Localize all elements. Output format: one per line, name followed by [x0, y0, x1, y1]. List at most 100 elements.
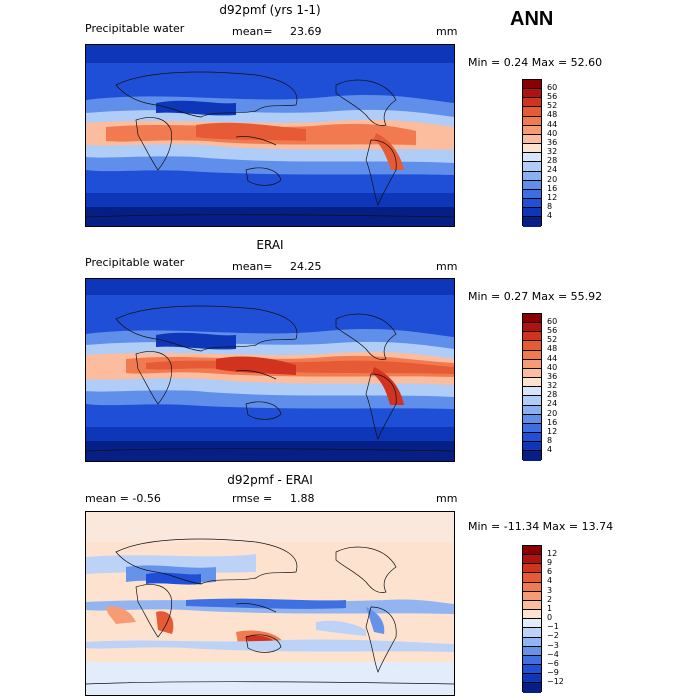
panel1-min-max: Min = 0.24 Max = 52.60 — [468, 56, 603, 69]
panel1-colorbar-swatch — [523, 125, 541, 135]
colorbar-tick-label: 44 — [547, 353, 558, 363]
panel2-mean-label: mean= — [232, 260, 273, 273]
colorbar-tick-label: 56 — [547, 92, 558, 102]
panel1-colorbar-swatch — [523, 180, 541, 190]
panel2-colorbar-swatch — [523, 396, 541, 406]
panel1-colorbar-swatch — [523, 153, 541, 163]
colorbar-tick-label: 28 — [547, 390, 558, 400]
panel3-colorbar-swatch — [523, 591, 541, 601]
colorbar-tick-label: 20 — [547, 174, 558, 184]
panel2-colorbar — [522, 313, 542, 461]
panel3-colorbar-swatch — [523, 564, 541, 574]
colorbar-tick-label: −1 — [547, 622, 559, 632]
colorbar-tick-label: 36 — [547, 137, 558, 147]
panel1-colorbar-swatch — [523, 134, 541, 145]
colorbar-tick-label: 12 — [547, 549, 558, 558]
panel2-title: ERAI — [256, 238, 284, 252]
colorbar-tick-label: 40 — [547, 128, 558, 138]
panel3-min-max: Min = -11.34 Max = 13.74 — [468, 520, 614, 533]
panel3-colorbar-swatch — [523, 665, 541, 675]
panel1-colorbar-swatch — [523, 98, 541, 108]
panel3-colorbar-swatch — [523, 555, 541, 565]
panel3-colorbar-swatch — [523, 582, 541, 592]
colorbar-tick-label: 8 — [547, 202, 553, 212]
panel3-colorbar-swatch — [523, 655, 541, 666]
colorbar-tick-label: 0 — [547, 613, 553, 623]
colorbar-tick-label: 48 — [547, 110, 558, 120]
panel1-colorbar-swatch — [523, 162, 541, 172]
panel1-title: d92pmf (yrs 1-1) — [219, 3, 321, 17]
panel3-rmse-label: rmse = — [232, 492, 273, 505]
panel2-colorbar-swatch — [523, 368, 541, 379]
colorbar-tick-label: 8 — [547, 436, 553, 446]
panel1-colorbar — [522, 79, 542, 227]
panel3-colorbar-swatch — [523, 600, 541, 611]
panel3-colorbar-labels: 12 9 6 4 3 2 1 0 −1 −2 −3 −4 −6 −9 −12 — [547, 549, 564, 686]
panel2-colorbar-swatch — [523, 433, 541, 443]
panel2-colorbar-swatch — [523, 414, 541, 424]
panel2-colorbar-swatch — [523, 442, 541, 452]
panel1-map — [85, 44, 455, 227]
colorbar-tick-label: 24 — [547, 165, 558, 175]
panel1-units: mm — [436, 25, 458, 38]
panel3-colorbar-swatch — [523, 674, 541, 684]
panel2-mean-value: 24.25 — [290, 260, 322, 273]
panel2-colorbar-swatch — [523, 405, 541, 415]
colorbar-tick-label: 4 — [547, 445, 553, 455]
panel3-mean-label: mean = -0.56 — [85, 492, 161, 505]
panel2-min-max: Min = 0.27 Max = 55.92 — [468, 290, 603, 303]
colorbar-tick-label: 44 — [547, 119, 558, 129]
panel2-map — [85, 278, 455, 462]
panel2-colorbar-swatch — [523, 387, 541, 397]
panel2-colorbar-swatch — [523, 341, 541, 351]
panel3-colorbar-swatch — [523, 628, 541, 638]
panel2-variable-label: Precipitable water — [85, 256, 185, 269]
colorbar-tick-label: 6 — [547, 567, 553, 577]
season-label: ANN — [510, 8, 554, 30]
colorbar-tick-label: 32 — [547, 381, 558, 391]
panel3-colorbar-swatch — [523, 573, 541, 583]
colorbar-tick-label: 60 — [547, 317, 558, 326]
colorbar-tick-label: −3 — [547, 640, 559, 650]
colorbar-tick-label: 3 — [547, 585, 553, 595]
panel2-colorbar-swatch — [523, 332, 541, 342]
panel3-colorbar-swatch — [523, 637, 541, 647]
colorbar-tick-label: 24 — [547, 399, 558, 409]
colorbar-tick-label: 28 — [547, 156, 558, 166]
panel2-colorbar-swatch — [523, 378, 541, 388]
panel1-colorbar-swatch — [523, 89, 541, 99]
panel3-colorbar-swatch — [523, 610, 541, 620]
colorbar-tick-label: 12 — [547, 192, 558, 202]
colorbar-tick-label: 52 — [547, 335, 558, 345]
panel3-units: mm — [436, 492, 458, 505]
panel3-colorbar-swatch — [523, 619, 541, 629]
panel2-colorbar-swatch — [523, 423, 541, 434]
panel1-mean-label: mean= — [232, 25, 273, 38]
panel2-colorbar-swatch — [523, 359, 541, 369]
panel1-colorbar-swatch — [523, 189, 541, 200]
panel3-colorbar-swatch — [523, 546, 541, 556]
colorbar-tick-label: −4 — [547, 649, 559, 659]
colorbar-tick-label: 52 — [547, 101, 558, 111]
panel1-colorbar-labels: 60 56 52 48 44 40 36 32 28 24 20 16 12 8… — [547, 83, 557, 220]
colorbar-tick-label: 12 — [547, 426, 558, 436]
panel3-rmse-value: 1.88 — [290, 492, 315, 505]
panel3-colorbar-swatch — [523, 646, 541, 656]
colorbar-tick-label: 48 — [547, 344, 558, 354]
panel1-colorbar-swatch — [523, 116, 541, 126]
panel2-colorbar-swatch — [523, 451, 541, 461]
panel1-colorbar-swatch — [523, 107, 541, 117]
colorbar-tick-label: −9 — [547, 668, 559, 678]
panel2-colorbar-swatch — [523, 314, 541, 324]
panel2-colorbar-swatch — [523, 350, 541, 360]
colorbar-tick-label: 4 — [547, 211, 553, 221]
panel3-map — [85, 511, 455, 696]
colorbar-tick-label: 56 — [547, 326, 558, 336]
panel3-colorbar-swatch — [523, 683, 541, 693]
colorbar-tick-label: −2 — [547, 631, 559, 641]
panel1-colorbar-swatch — [523, 217, 541, 227]
colorbar-tick-label: 9 — [547, 558, 553, 568]
panel3-title: d92pmf - ERAI — [227, 473, 313, 487]
panel1-variable-label: Precipitable water — [85, 22, 185, 35]
panel1-colorbar-swatch — [523, 171, 541, 181]
